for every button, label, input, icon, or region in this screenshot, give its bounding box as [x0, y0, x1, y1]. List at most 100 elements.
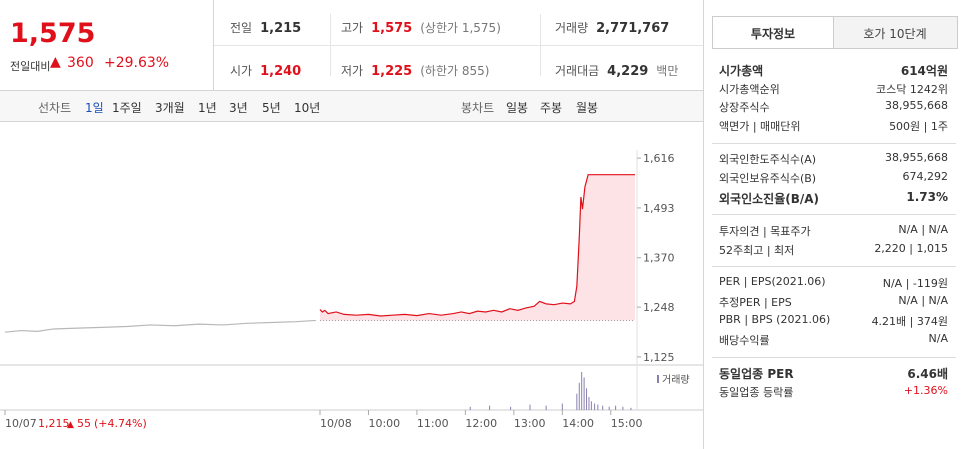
volume-bar [489, 405, 491, 410]
summary-label: 저가 [341, 64, 364, 78]
info-value: 2,220 | 1,015 [874, 242, 948, 255]
y-tick-label: 1,248 [643, 301, 675, 314]
info-label: 시가총액 [719, 64, 764, 78]
summary-value: 2,771,767 [596, 21, 670, 36]
tab[interactable]: 호가 10단계 [863, 27, 927, 41]
info-label: PER | EPS(2021.06) [719, 275, 826, 288]
nav-label: 선차트 [38, 101, 72, 115]
y-tick-label: 1,616 [643, 152, 675, 165]
period-button[interactable]: 1년 [198, 101, 217, 115]
info-label: 동일업종 PER [719, 367, 794, 381]
period-button[interactable]: 3년 [229, 101, 248, 115]
separator [712, 143, 956, 144]
period-button[interactable]: 1일 [85, 101, 104, 115]
left-panel [703, 0, 704, 449]
summary-cell: 고가 1,575 (상한가 1,575) [341, 19, 501, 36]
nav-bar [0, 91, 703, 122]
price: 1,575 [10, 18, 96, 49]
info-value: 38,955,668 [885, 99, 948, 112]
divider [213, 0, 214, 90]
x-tick-label: 10/08 [320, 417, 352, 430]
info-label: 외국인보유주식수(B) [719, 172, 817, 185]
summary-cell: 거래량 2,771,767 [555, 19, 669, 36]
info-value: 674,292 [902, 170, 949, 183]
x-tick-label: 13:00 [514, 417, 546, 430]
info-value: 6.46배 [907, 367, 948, 381]
period-button[interactable]: 10년 [294, 101, 321, 115]
up-arrow: ▲ [50, 54, 61, 70]
info-label: 투자의견 | 목표주가 [719, 225, 811, 238]
info-value: +1.36% [903, 384, 948, 397]
volume-bar [578, 382, 580, 410]
info-value: 614억원 [900, 64, 948, 78]
volume-bar [602, 405, 604, 410]
volume-bar [615, 405, 617, 410]
volume-bar [608, 406, 610, 410]
info-value: N/A | -119원 [882, 277, 948, 290]
summary-value: 1,575 [371, 21, 413, 36]
x-tick-label: 10:00 [368, 417, 400, 430]
info-value: N/A [928, 332, 948, 345]
volume-bar [588, 396, 590, 410]
info-label: 52주최고 | 최저 [719, 244, 795, 257]
summary-value: 1,240 [260, 64, 302, 79]
info-value: 500원 | 1주 [889, 120, 948, 133]
volume-bar [622, 406, 624, 410]
chart: 1,616 1,493 1,370 1,248 1,125 10/07 10/08 10:00… [0, 150, 703, 430]
period-button[interactable]: 5년 [262, 101, 281, 115]
candle-button[interactable]: 월봉 [576, 101, 599, 115]
volume-bar [581, 372, 583, 410]
info-label: 시가총액순위 [719, 83, 780, 96]
volume-legend-swatch [657, 375, 659, 383]
summary-note: 백만 [656, 64, 679, 78]
y-tick-label: 1,370 [643, 252, 675, 265]
period-button[interactable]: 3개월 [155, 101, 185, 115]
summary-value: 4,229 [607, 64, 649, 79]
summary-label: 전일 [230, 21, 253, 35]
volume-bar [583, 377, 585, 410]
summary-cell: 시가 1,240 [230, 62, 301, 79]
candle-button[interactable]: 일봉 [506, 101, 529, 115]
change-pct: +29.63% [104, 55, 170, 71]
period-button[interactable]: 1주일 [112, 101, 142, 115]
info-label: 외국인한도주식수(A) [719, 153, 817, 166]
separator [712, 214, 956, 215]
info-label: 외국인소진율(B/A) [719, 192, 820, 206]
volume-bar [469, 406, 471, 410]
tab[interactable]: 투자정보 [750, 27, 796, 41]
volume-bar [576, 393, 578, 410]
volume-legend: 거래량 [662, 374, 690, 386]
divider [214, 45, 703, 46]
summary-cell: 거래대금 4,229 백만 [555, 62, 678, 79]
info-label: 액면가 | 매매단위 [719, 120, 801, 133]
volume-bar [594, 403, 596, 410]
prev-change-pct: (+4.74%) [94, 417, 147, 430]
info-label: 추정PER | EPS [719, 296, 792, 309]
info-value: 38,955,668 [885, 151, 948, 164]
volume-bar [630, 407, 632, 410]
volume-bar [590, 401, 592, 410]
info-value: 코스닥 1242위 [876, 83, 948, 96]
info-value: N/A | N/A [898, 294, 948, 307]
prev-arrow: ▲ [67, 420, 74, 430]
info-label: 상장주식수 [719, 101, 770, 114]
header [0, 0, 703, 91]
summary-cell: 전일 1,215 [230, 19, 301, 36]
volume-bar [561, 403, 563, 410]
x-tick-label: 12:00 [465, 417, 497, 430]
prev-change: 55 [77, 417, 91, 430]
volume-bar [586, 388, 588, 410]
y-tick-label: 1,493 [643, 202, 675, 215]
summary-label: 거래대금 [555, 64, 600, 78]
candle-button[interactable]: 주봉 [540, 101, 563, 115]
change: 360 [67, 55, 94, 71]
area [320, 174, 635, 321]
x-tick-label: 10/07 [5, 417, 37, 430]
info-label: 동일업종 등락률 [719, 386, 794, 399]
divider [330, 14, 331, 76]
info-label: PBR | BPS (2021.06) [719, 313, 831, 326]
divider [540, 14, 541, 76]
summary-label: 고가 [341, 21, 364, 35]
volume-bar [545, 405, 547, 410]
